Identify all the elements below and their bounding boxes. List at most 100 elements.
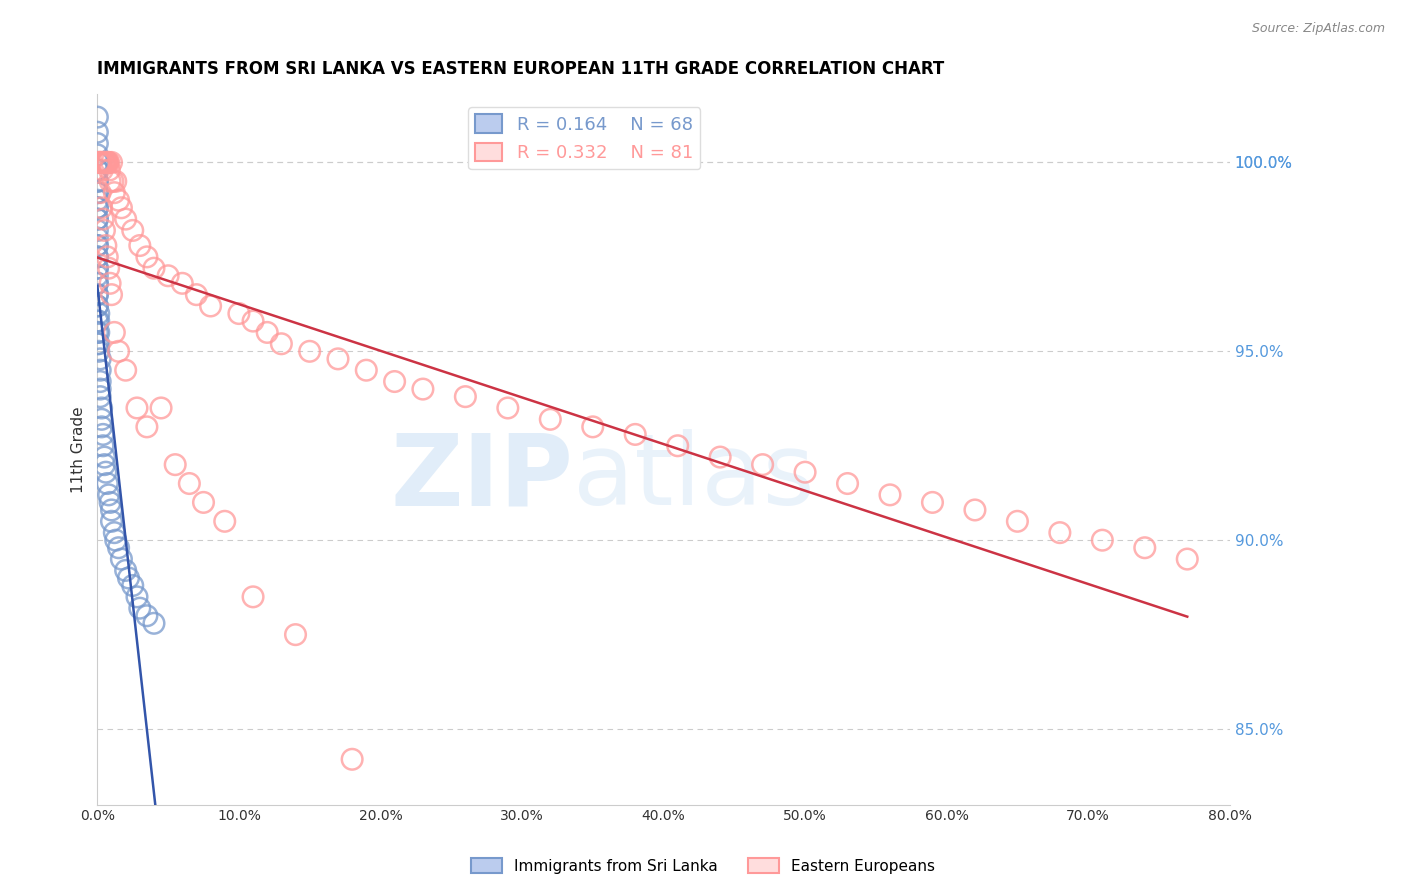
Point bbox=[86, 299, 108, 313]
Point bbox=[87, 155, 110, 169]
Point bbox=[86, 277, 108, 291]
Point bbox=[103, 186, 125, 200]
Point bbox=[86, 163, 108, 178]
Point bbox=[91, 163, 114, 178]
Point bbox=[86, 201, 108, 215]
Point bbox=[538, 412, 561, 426]
Point bbox=[87, 306, 110, 320]
Point bbox=[86, 201, 108, 215]
Point bbox=[86, 136, 108, 151]
Point bbox=[114, 363, 136, 377]
Point bbox=[298, 344, 321, 359]
Point bbox=[496, 401, 519, 415]
Point bbox=[96, 155, 118, 169]
Point bbox=[91, 427, 114, 442]
Point bbox=[103, 326, 125, 340]
Point bbox=[89, 155, 111, 169]
Point bbox=[97, 261, 120, 276]
Point bbox=[86, 231, 108, 245]
Point bbox=[86, 238, 108, 252]
Point bbox=[100, 287, 122, 301]
Point bbox=[89, 375, 111, 389]
Point bbox=[86, 223, 108, 237]
Point bbox=[100, 514, 122, 528]
Point bbox=[89, 186, 111, 200]
Point bbox=[89, 363, 111, 377]
Text: atlas: atlas bbox=[574, 429, 814, 526]
Point bbox=[1007, 514, 1029, 528]
Point bbox=[89, 155, 111, 169]
Point bbox=[107, 541, 129, 555]
Point bbox=[340, 752, 363, 766]
Point bbox=[94, 155, 117, 169]
Point bbox=[135, 420, 157, 434]
Point bbox=[179, 476, 201, 491]
Point bbox=[86, 287, 108, 301]
Point bbox=[242, 590, 264, 604]
Point bbox=[186, 287, 208, 301]
Legend: Immigrants from Sri Lanka, Eastern Europeans: Immigrants from Sri Lanka, Eastern Europ… bbox=[465, 852, 941, 880]
Point bbox=[135, 250, 157, 264]
Point bbox=[93, 450, 115, 464]
Point bbox=[87, 314, 110, 328]
Point bbox=[104, 533, 127, 548]
Point bbox=[86, 155, 108, 169]
Point bbox=[97, 155, 120, 169]
Point bbox=[100, 155, 122, 169]
Point bbox=[86, 268, 108, 283]
Point bbox=[86, 110, 108, 124]
Point bbox=[86, 250, 108, 264]
Point bbox=[624, 427, 647, 442]
Y-axis label: 11th Grade: 11th Grade bbox=[72, 406, 86, 493]
Point bbox=[326, 351, 349, 366]
Point bbox=[356, 363, 378, 377]
Point bbox=[86, 193, 108, 207]
Point bbox=[709, 450, 731, 464]
Point bbox=[794, 465, 817, 479]
Point bbox=[86, 250, 108, 264]
Point bbox=[86, 326, 108, 340]
Point bbox=[98, 163, 121, 178]
Point bbox=[90, 155, 112, 169]
Point bbox=[214, 514, 236, 528]
Point bbox=[242, 314, 264, 328]
Point bbox=[93, 155, 115, 169]
Point bbox=[121, 223, 143, 237]
Point bbox=[98, 174, 121, 188]
Point bbox=[86, 148, 108, 162]
Point bbox=[125, 590, 148, 604]
Point bbox=[256, 326, 278, 340]
Point bbox=[110, 552, 132, 566]
Point bbox=[200, 299, 222, 313]
Point bbox=[87, 326, 110, 340]
Point bbox=[103, 525, 125, 540]
Point bbox=[193, 495, 215, 509]
Text: Source: ZipAtlas.com: Source: ZipAtlas.com bbox=[1251, 22, 1385, 36]
Point bbox=[107, 193, 129, 207]
Point bbox=[94, 465, 117, 479]
Point bbox=[98, 495, 121, 509]
Point bbox=[96, 250, 118, 264]
Point bbox=[98, 277, 121, 291]
Point bbox=[150, 401, 173, 415]
Point bbox=[114, 563, 136, 577]
Point bbox=[90, 401, 112, 415]
Point bbox=[135, 608, 157, 623]
Point bbox=[117, 571, 139, 585]
Point bbox=[165, 458, 187, 472]
Point bbox=[582, 420, 605, 434]
Point bbox=[86, 261, 108, 276]
Point bbox=[86, 174, 108, 188]
Legend: R = 0.164    N = 68, R = 0.332    N = 81: R = 0.164 N = 68, R = 0.332 N = 81 bbox=[468, 107, 700, 169]
Point bbox=[87, 344, 110, 359]
Point bbox=[90, 412, 112, 426]
Point bbox=[91, 439, 114, 453]
Point bbox=[1091, 533, 1114, 548]
Point bbox=[87, 336, 110, 351]
Point bbox=[86, 238, 108, 252]
Point bbox=[157, 268, 180, 283]
Point bbox=[128, 601, 150, 615]
Point bbox=[143, 616, 166, 631]
Point bbox=[86, 261, 108, 276]
Point bbox=[93, 223, 115, 237]
